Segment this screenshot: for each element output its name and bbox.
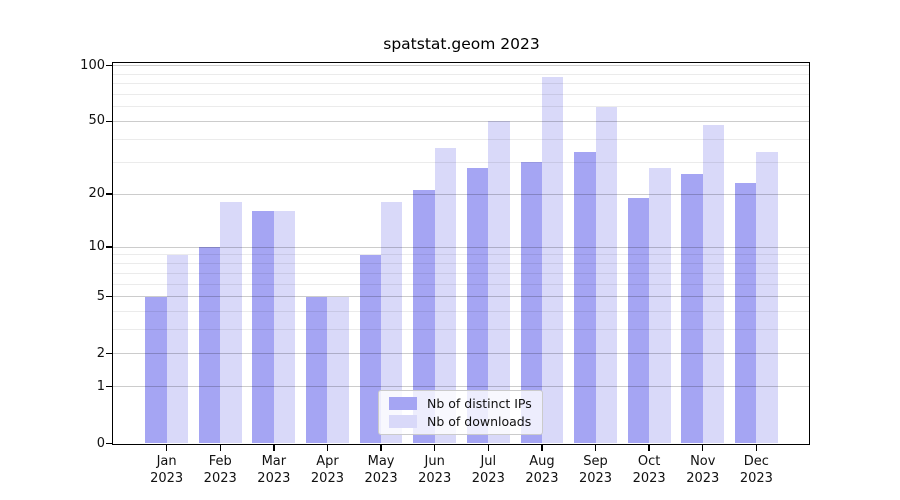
x-tick-mark <box>702 444 704 451</box>
minor-gridline <box>113 138 810 140</box>
x-tick-mark <box>380 444 382 451</box>
legend-swatch-downloads <box>389 415 417 428</box>
major-gridline <box>113 386 810 388</box>
x-tick-label: Jan 2023 <box>150 453 184 486</box>
x-tick-mark <box>219 444 221 451</box>
chart-title: spatstat.geom 2023 <box>383 35 540 53</box>
legend-swatch-distinct-ips <box>389 397 417 410</box>
x-tick-label: Aug 2023 <box>525 453 559 486</box>
minor-gridline <box>113 272 810 274</box>
x-tick-mark <box>433 444 436 451</box>
x-tick-mark <box>273 444 275 451</box>
y-tick-mark <box>106 193 113 195</box>
plot-area <box>113 63 810 444</box>
x-tick-mark <box>487 444 489 451</box>
y-tick-mark <box>106 352 113 355</box>
bar-downloads-apr <box>327 296 349 444</box>
x-tick-label: May 2023 <box>364 453 398 486</box>
minor-gridline <box>113 161 810 163</box>
x-tick-label: Dec 2023 <box>739 453 773 486</box>
minor-gridline <box>113 254 810 256</box>
y-tick-label: 10 <box>88 239 105 255</box>
x-tick-mark <box>648 444 650 451</box>
bar-distinct-ips-jun <box>413 190 435 444</box>
minor-gridline <box>113 283 810 285</box>
bar-downloads-nov <box>702 124 725 444</box>
bar-distinct-ips-feb <box>198 247 221 444</box>
x-tick-label: Oct 2023 <box>632 453 666 486</box>
bar-downloads-jan <box>166 254 188 444</box>
bar-downloads-feb <box>220 202 242 444</box>
legend: Nb of distinct IPs Nb of downloads <box>378 390 543 435</box>
legend-label-downloads: Nb of downloads <box>427 414 532 429</box>
minor-gridline <box>113 73 810 75</box>
bar-distinct-ips-may <box>359 254 382 444</box>
y-tick-mark <box>106 64 113 67</box>
bar-distinct-ips-oct <box>627 198 650 444</box>
y-tick-label: 2 <box>96 345 105 361</box>
bar-downloads-mar <box>273 211 296 444</box>
bar-distinct-ips-apr <box>306 296 328 444</box>
bar-downloads-jul <box>488 121 510 444</box>
bar-distinct-ips-jul <box>466 167 489 444</box>
x-tick-label: Feb 2023 <box>203 453 237 486</box>
y-tick-mark <box>106 442 113 445</box>
y-tick-mark <box>106 296 113 298</box>
major-gridline <box>113 193 810 195</box>
major-gridline <box>113 246 810 248</box>
minor-gridline <box>113 329 810 331</box>
legend-item-downloads: Nb of downloads <box>389 414 532 429</box>
x-tick-label: Apr 2023 <box>310 453 344 486</box>
bar-distinct-ips-sep <box>574 152 596 444</box>
minor-gridline <box>113 263 810 265</box>
y-tick-label: 1 <box>96 378 105 394</box>
x-tick-mark <box>755 444 758 451</box>
bar-downloads-dec <box>756 152 778 444</box>
x-tick-label: Jun 2023 <box>418 453 452 486</box>
x-tick-label: Jul 2023 <box>471 453 505 486</box>
y-tick-mark <box>106 386 113 388</box>
bar-downloads-jun <box>434 147 457 444</box>
y-tick-mark <box>106 120 113 123</box>
bar-distinct-ips-dec <box>734 183 757 444</box>
bar-downloads-sep <box>595 106 617 444</box>
major-gridline <box>113 65 810 67</box>
minor-gridline <box>113 311 810 313</box>
bar-distinct-ips-jan <box>145 296 167 444</box>
bar-distinct-ips-aug <box>520 162 542 444</box>
x-tick-mark <box>165 444 168 451</box>
minor-gridline <box>113 83 810 85</box>
x-tick-label: Nov 2023 <box>686 453 720 486</box>
y-tick-label: 50 <box>88 113 105 129</box>
minor-gridline <box>113 93 810 95</box>
legend-item-distinct-ips: Nb of distinct IPs <box>389 396 532 411</box>
x-tick-mark <box>541 444 543 451</box>
x-tick-mark <box>594 444 597 451</box>
bar-downloads-oct <box>649 167 671 444</box>
x-tick-label: Mar 2023 <box>257 453 291 486</box>
minor-gridline <box>113 106 810 108</box>
y-tick-label: 100 <box>80 57 105 73</box>
major-gridline <box>113 120 810 122</box>
y-tick-label: 0 <box>96 435 105 451</box>
y-tick-label: 20 <box>88 186 105 202</box>
x-tick-mark <box>326 444 329 451</box>
bar-distinct-ips-nov <box>681 173 703 444</box>
x-tick-label: Sep 2023 <box>578 453 613 486</box>
bar-distinct-ips-mar <box>252 211 274 444</box>
legend-label-distinct-ips: Nb of distinct IPs <box>427 396 532 411</box>
bar-downloads-aug <box>541 76 564 444</box>
y-tick-mark <box>106 246 113 248</box>
bar-downloads-may <box>381 202 403 444</box>
y-tick-label: 5 <box>96 288 105 304</box>
major-gridline <box>113 353 810 355</box>
major-gridline <box>113 296 810 298</box>
